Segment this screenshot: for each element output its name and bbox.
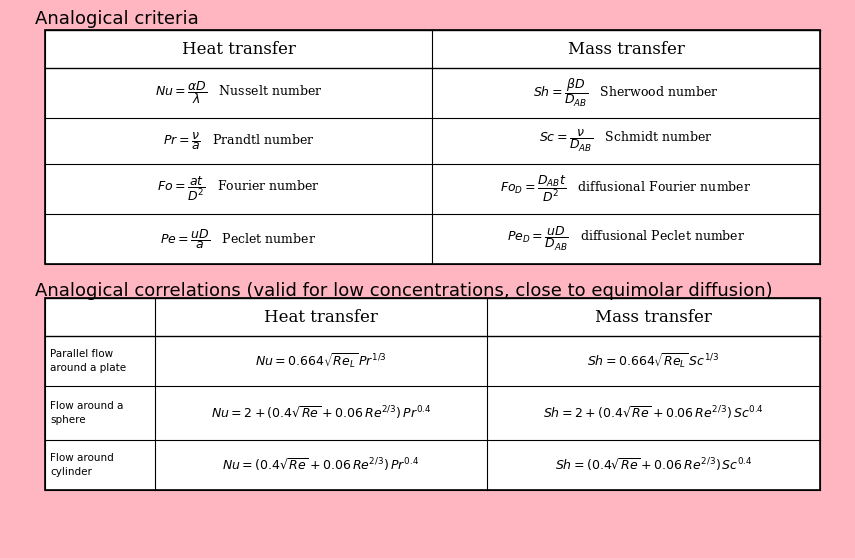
Text: $Pe = \dfrac{uD}{a}$   Peclet number: $Pe = \dfrac{uD}{a}$ Peclet number: [161, 227, 316, 251]
Text: $Sc = \dfrac{\nu}{D_{AB}}$   Schmidt number: $Sc = \dfrac{\nu}{D_{AB}}$ Schmidt numbe…: [540, 128, 713, 154]
Text: $Nu = 2+(0.4\sqrt{Re}+0.06\,Re^{2/3})\,Pr^{0.4}$: $Nu = 2+(0.4\sqrt{Re}+0.06\,Re^{2/3})\,P…: [211, 405, 431, 421]
Text: $Nu = (0.4\sqrt{Re}+0.06\,Re^{2/3})\,Pr^{0.4}$: $Nu = (0.4\sqrt{Re}+0.06\,Re^{2/3})\,Pr^…: [222, 456, 420, 474]
Text: Analogical correlations (valid for low concentrations, close to equimolar diffus: Analogical correlations (valid for low c…: [35, 282, 773, 300]
Text: $Pe_D = \dfrac{uD}{D_{AB}}$   diffusional Peclet number: $Pe_D = \dfrac{uD}{D_{AB}}$ diffusional …: [507, 225, 746, 253]
Text: $Nu = \dfrac{\alpha D}{\lambda}$   Nusselt number: $Nu = \dfrac{\alpha D}{\lambda}$ Nusselt…: [155, 80, 322, 107]
Text: $Fo_D = \dfrac{D_{AB}t}{D^2}$   diffusional Fourier number: $Fo_D = \dfrac{D_{AB}t}{D^2}$ diffusiona…: [500, 174, 752, 204]
Text: $Fo = \dfrac{at}{D^2}$   Fourier number: $Fo = \dfrac{at}{D^2}$ Fourier number: [157, 175, 320, 203]
Text: Mass transfer: Mass transfer: [568, 41, 685, 57]
Text: Mass transfer: Mass transfer: [595, 309, 712, 325]
Text: $Sh = (0.4\sqrt{Re}+0.06\,Re^{2/3})\,Sc^{0.4}$: $Sh = (0.4\sqrt{Re}+0.06\,Re^{2/3})\,Sc^…: [555, 456, 752, 474]
Text: Heat transfer: Heat transfer: [264, 309, 378, 325]
Text: Flow around a
sphere: Flow around a sphere: [50, 401, 123, 425]
Text: Parallel flow
around a plate: Parallel flow around a plate: [50, 349, 127, 373]
Text: Heat transfer: Heat transfer: [181, 41, 296, 57]
Text: $Sh = \dfrac{\beta D}{D_{AB}}$   Sherwood number: $Sh = \dfrac{\beta D}{D_{AB}}$ Sherwood …: [534, 77, 719, 109]
Text: Flow around
cylinder: Flow around cylinder: [50, 453, 114, 477]
Text: $Sh = 2+(0.4\sqrt{Re}+0.06\,Re^{2/3})\,Sc^{0.4}$: $Sh = 2+(0.4\sqrt{Re}+0.06\,Re^{2/3})\,S…: [543, 405, 764, 421]
Bar: [45, 30, 820, 264]
Text: $Sh = 0.664\sqrt{Re_L}\, Sc^{1/3}$: $Sh = 0.664\sqrt{Re_L}\, Sc^{1/3}$: [587, 352, 720, 371]
Text: Analogical criteria: Analogical criteria: [35, 10, 198, 28]
Bar: [45, 298, 820, 490]
Text: $Pr = \dfrac{\nu}{a}$   Prandtl number: $Pr = \dfrac{\nu}{a}$ Prandtl number: [162, 130, 314, 152]
Text: $Nu = 0.664\sqrt{Re_L}\, Pr^{1/3}$: $Nu = 0.664\sqrt{Re_L}\, Pr^{1/3}$: [255, 352, 387, 371]
